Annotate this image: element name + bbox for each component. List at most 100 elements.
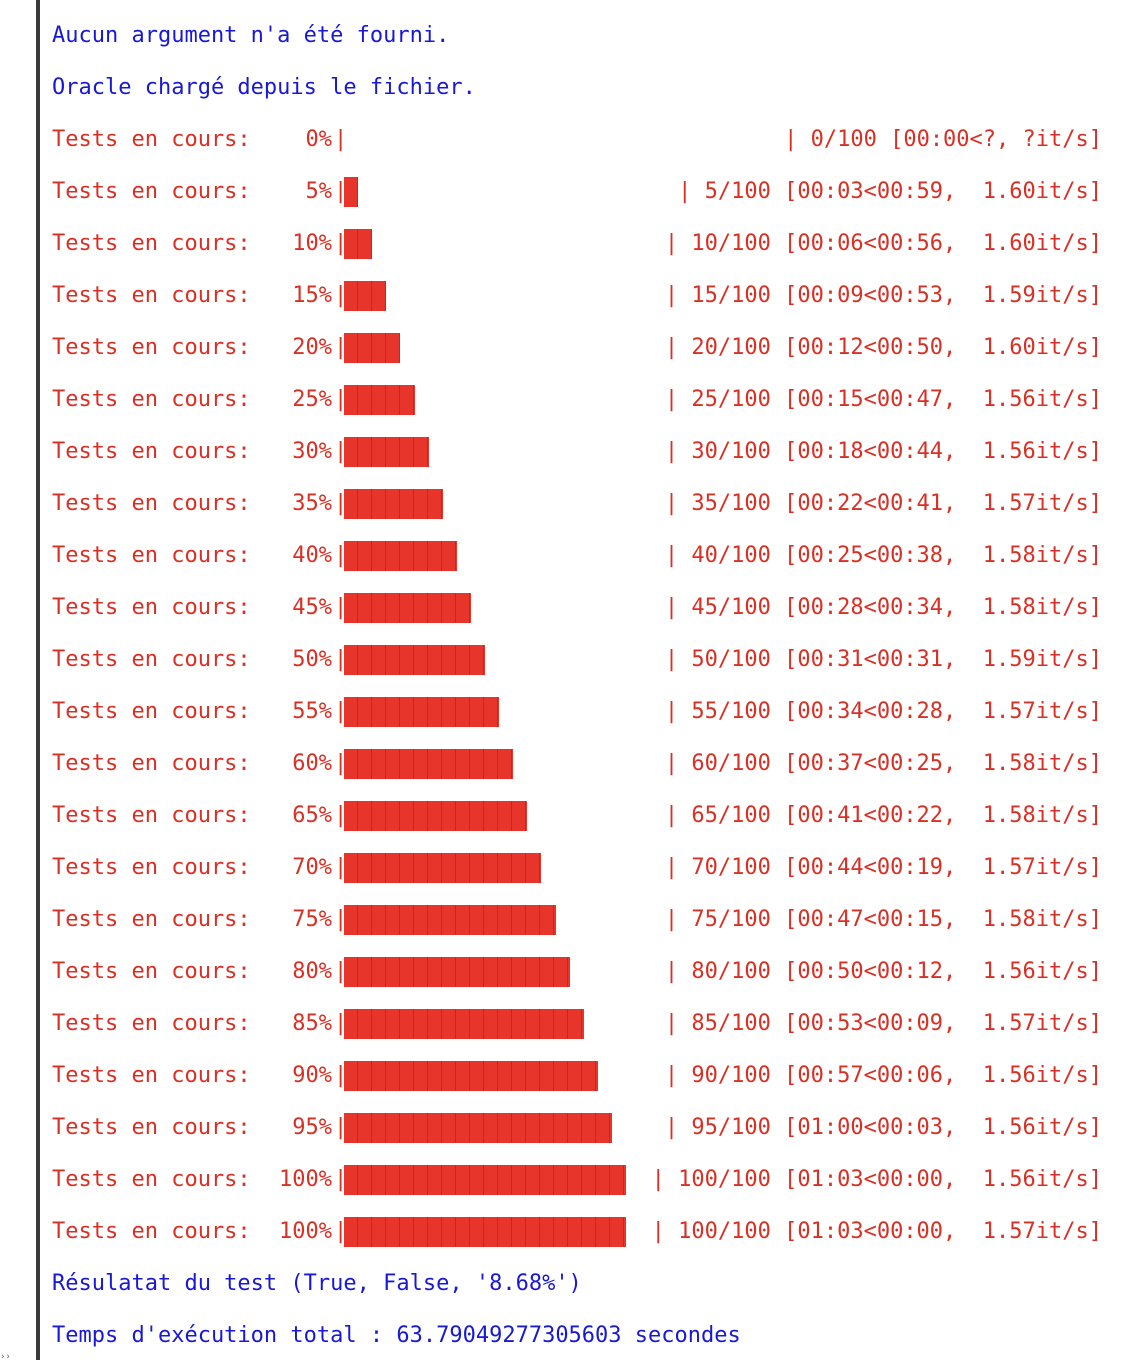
progress-stats: | 50/100 [00:31<00:31, 1.59it/s] xyxy=(665,634,1102,686)
progress-bar-close: | xyxy=(664,803,679,828)
progress-bar-open: | xyxy=(334,1011,348,1036)
progress-bar-close: | xyxy=(664,1115,679,1140)
progress-row: Tests en cours: 50% | | 50/100 [00:31<00:31… xyxy=(52,634,1132,686)
progress-row: Tests en cours: 25% | | 25/100 [00:15<00:47… xyxy=(52,374,1132,426)
progress-row: Tests en cours: 15% | | 15/100 [00:09<00:53… xyxy=(52,270,1132,322)
progress-percent: 50% xyxy=(292,647,332,672)
progress-stats: | 95/100 [01:00<00:03, 1.56it/s] xyxy=(665,1102,1102,1154)
progress-percent: 100% xyxy=(279,1167,332,1192)
progress-timing: [00:06<00:56, 1.60it/s] xyxy=(784,231,1102,256)
progress-bar-close: | xyxy=(664,595,679,620)
progress-timing: [00:12<00:50, 1.60it/s] xyxy=(784,335,1102,360)
progress-bar xyxy=(344,333,626,363)
progress-timing: [00:53<00:09, 1.57it/s] xyxy=(784,1011,1102,1036)
progress-bar-fill xyxy=(344,853,542,883)
progress-stats: | 75/100 [00:47<00:15, 1.58it/s] xyxy=(665,894,1102,946)
progress-bar-close: | xyxy=(784,127,798,152)
progress-row: Tests en cours: 35% | | 35/100 [00:22<00:41… xyxy=(52,478,1132,530)
progress-percent: 65% xyxy=(292,803,332,828)
progress-count: 45/100 xyxy=(691,595,771,620)
progress-bar-fill xyxy=(344,593,471,623)
progress-row: Tests en cours: 100% | | 100/100 [01:03<00:… xyxy=(52,1206,1132,1258)
progress-bar-fill xyxy=(344,905,556,935)
progress-stats: | 25/100 [00:15<00:47, 1.56it/s] xyxy=(665,374,1102,426)
progress-row: Tests en cours: 60% | | 60/100 [00:37<00:25… xyxy=(52,738,1132,790)
progress-bar-open: | xyxy=(334,1115,348,1140)
console-output: Aucun argument n'a été fourni. Oracle ch… xyxy=(52,10,1132,1362)
progress-count: 100/100 xyxy=(678,1167,771,1192)
progress-bar xyxy=(344,1113,626,1143)
progress-percent: 20% xyxy=(292,335,332,360)
progress-count: 25/100 xyxy=(691,387,771,412)
progress-stats: | 55/100 [00:34<00:28, 1.57it/s] xyxy=(665,686,1102,738)
progress-stats: | 85/100 [00:53<00:09, 1.57it/s] xyxy=(665,998,1102,1050)
progress-bar xyxy=(344,801,626,831)
progress-bar-fill xyxy=(344,697,500,727)
progress-count: 15/100 xyxy=(691,283,771,308)
progress-bar-fill xyxy=(344,957,570,987)
progress-count: 65/100 xyxy=(691,803,771,828)
progress-row: Tests en cours: 40% | | 40/100 [00:25<00:38… xyxy=(52,530,1132,582)
progress-stats: | 65/100 [00:41<00:22, 1.58it/s] xyxy=(665,790,1102,842)
progress-count: 40/100 xyxy=(691,543,771,568)
progress-bar-close: | xyxy=(664,439,679,464)
progress-timing: [00:00<?, ?it/s] xyxy=(890,127,1102,152)
progress-timing: [00:34<00:28, 1.57it/s] xyxy=(784,699,1102,724)
progress-row: Tests en cours: 75% | | 75/100 [00:47<00:15… xyxy=(52,894,1132,946)
progress-bar-open: | xyxy=(334,647,348,672)
progress-stats: | 35/100 [00:22<00:41, 1.57it/s] xyxy=(665,478,1102,530)
output-cell-left-border xyxy=(36,0,40,1360)
console-message-total-time: Temps d'exécution total : 63.79049277305… xyxy=(52,1323,741,1348)
progress-bar-fill xyxy=(344,1009,584,1039)
cell-collapse-handle[interactable]: ›› xyxy=(0,1354,11,1360)
progress-bar-open: | xyxy=(334,231,348,256)
progress-bar-close: | xyxy=(664,231,679,256)
progress-row: Tests en cours: 45% | | 45/100 [00:28<00:34… xyxy=(52,582,1132,634)
progress-bar-close: | xyxy=(664,1011,679,1036)
progress-bar xyxy=(344,593,626,623)
progress-row: Tests en cours: 5% | | 5/100 [00:03<00:59, … xyxy=(52,166,1132,218)
progress-bar-close: | xyxy=(664,1063,679,1088)
progress-stats: | 100/100 [01:03<00:00, 1.56it/s] xyxy=(652,1154,1102,1206)
progress-label: Tests en cours: xyxy=(52,751,251,776)
progress-timing: [00:15<00:47, 1.56it/s] xyxy=(784,387,1102,412)
progress-count: 70/100 xyxy=(691,855,771,880)
progress-label: Tests en cours: xyxy=(52,1011,251,1036)
progress-bar xyxy=(344,1061,626,1091)
progress-bar-fill xyxy=(344,1113,612,1143)
console-message-oracle-loaded: Oracle chargé depuis le fichier. xyxy=(52,75,476,100)
progress-bar-close: | xyxy=(664,699,679,724)
progress-percent: 40% xyxy=(292,543,332,568)
progress-label: Tests en cours: xyxy=(52,595,251,620)
progress-percent: 100% xyxy=(279,1219,332,1244)
progress-percent: 0% xyxy=(305,127,333,152)
progress-bar-open: | xyxy=(334,1063,348,1088)
progress-timing: [01:03<00:00, 1.57it/s] xyxy=(784,1219,1102,1244)
progress-count: 100/100 xyxy=(678,1219,771,1244)
progress-bar-open: | xyxy=(334,1167,348,1192)
progress-bar-fill xyxy=(344,645,485,675)
progress-percent: 55% xyxy=(292,699,332,724)
progress-timing: [00:22<00:41, 1.57it/s] xyxy=(784,491,1102,516)
progress-bar xyxy=(344,905,626,935)
progress-timing: [00:37<00:25, 1.58it/s] xyxy=(784,751,1102,776)
progress-label: Tests en cours: xyxy=(52,543,251,568)
progress-timing: [01:00<00:03, 1.56it/s] xyxy=(784,1115,1102,1140)
progress-stats: | 5/100 [00:03<00:59, 1.60it/s] xyxy=(678,166,1102,218)
progress-stats: | 10/100 [00:06<00:56, 1.60it/s] xyxy=(665,218,1102,270)
progress-row: Tests en cours: 70% | | 70/100 [00:44<00:19… xyxy=(52,842,1132,894)
progress-bar-close: | xyxy=(664,335,679,360)
progress-bar-open: | xyxy=(334,439,348,464)
progress-label: Tests en cours: xyxy=(52,439,251,464)
progress-stats: | 0/100 [00:00<?, ?it/s] xyxy=(784,114,1102,166)
progress-bar xyxy=(344,489,626,519)
progress-row: Tests en cours: 30% | | 30/100 [00:18<00:44… xyxy=(52,426,1132,478)
progress-bar-fill xyxy=(344,333,401,363)
progress-percent: 70% xyxy=(292,855,332,880)
progress-count: 30/100 xyxy=(691,439,771,464)
progress-stats: | 15/100 [00:09<00:53, 1.59it/s] xyxy=(665,270,1102,322)
progress-bar-fill xyxy=(344,281,387,311)
progress-row: Tests en cours: 90% | | 90/100 [00:57<00:06… xyxy=(52,1050,1132,1102)
progress-row: Tests en cours: 55% | | 55/100 [00:34<00:28… xyxy=(52,686,1132,738)
progress-bar-close: | xyxy=(664,751,679,776)
